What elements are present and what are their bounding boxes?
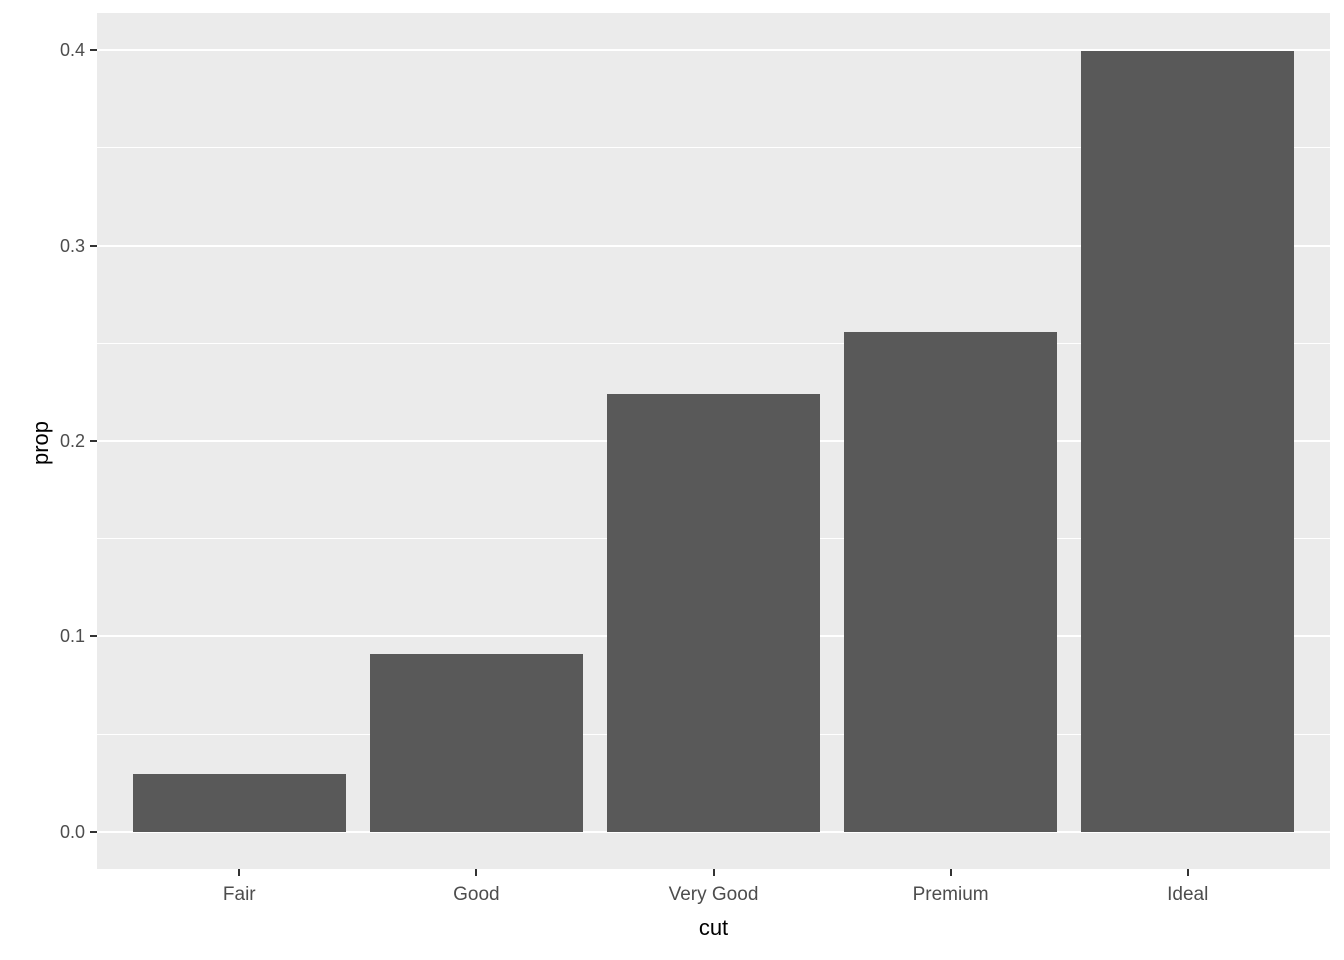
x-tick-label-fair: Fair <box>222 884 256 905</box>
bar-ideal <box>1081 51 1295 832</box>
major-gridline <box>97 49 1330 52</box>
x-tick-mark <box>1186 869 1189 876</box>
x-tick-mark <box>475 869 478 876</box>
x-tick-mark <box>712 869 715 876</box>
y-tick-label-0.3: 0.3 <box>59 235 85 256</box>
bar-fair <box>132 773 346 832</box>
x-tick-label-good: Good <box>453 884 500 905</box>
x-tick-label-premium: Premium <box>912 884 989 905</box>
y-tick-mark <box>90 635 97 638</box>
y-tick-mark <box>90 244 97 247</box>
y-tick-label-0.4: 0.4 <box>59 40 85 61</box>
bar-very-good <box>606 394 821 832</box>
major-gridline <box>97 830 1330 833</box>
minor-gridline <box>97 342 1330 344</box>
x-tick-mark <box>238 869 241 876</box>
x-tick-label-ideal: Ideal <box>1167 884 1209 905</box>
y-tick-mark <box>90 440 97 442</box>
plot-panel <box>97 13 1330 869</box>
bar-premium <box>843 332 1058 832</box>
y-tick-mark <box>90 830 97 833</box>
major-gridline <box>97 244 1330 247</box>
y-tick-mark <box>90 49 97 52</box>
y-tick-label-0.2: 0.2 <box>59 431 85 451</box>
x-tick-label-very-good: Very Good <box>668 884 759 905</box>
minor-gridline <box>97 147 1330 149</box>
bar-good <box>369 654 584 832</box>
y-tick-label-0.1: 0.1 <box>59 626 85 647</box>
x-axis-title: cut <box>698 915 729 940</box>
y-tick-label-0.0: 0.0 <box>59 821 85 842</box>
x-tick-mark <box>949 869 952 876</box>
